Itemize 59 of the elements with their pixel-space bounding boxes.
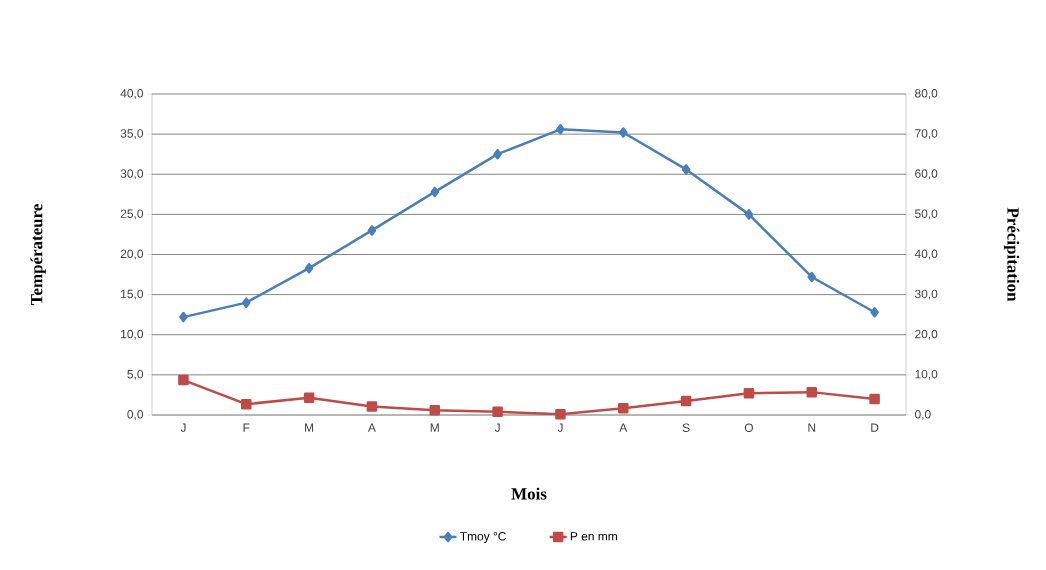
y-tick-label: 15,0 bbox=[121, 289, 144, 300]
point bbox=[429, 404, 440, 416]
y-tick-label: 30,0 bbox=[120, 169, 144, 180]
legend-label: Tmoy °C bbox=[460, 532, 506, 543]
y-tick-label: 40,0 bbox=[120, 89, 144, 99]
y-tick-label: 10,0 bbox=[121, 329, 144, 340]
y2-tick-label: 50,0 bbox=[915, 209, 938, 220]
point bbox=[304, 262, 314, 274]
point bbox=[303, 392, 315, 403]
y-axis-title: Températeure bbox=[30, 204, 46, 306]
point bbox=[493, 148, 502, 160]
point bbox=[430, 186, 439, 198]
point bbox=[179, 311, 188, 323]
x-tick-label: J bbox=[494, 423, 500, 432]
point bbox=[492, 406, 503, 418]
legend-label: P en mm bbox=[570, 532, 617, 541]
point bbox=[242, 297, 251, 308]
y2-tick-label: 70,0 bbox=[915, 129, 938, 140]
y2-axis-title: Précipitation bbox=[1003, 207, 1020, 302]
x-tick-label: D bbox=[871, 423, 879, 432]
y-tick-label: 25,0 bbox=[120, 209, 144, 220]
y-tick-label: 35,0 bbox=[120, 129, 144, 140]
y2-tick-label: 10,0 bbox=[915, 369, 938, 380]
y2-tick-label: 60,0 bbox=[915, 169, 938, 180]
x-axis-title: Mois bbox=[511, 487, 547, 500]
point bbox=[555, 408, 566, 420]
x-tick-label: N bbox=[808, 423, 816, 432]
y2-tick-label: 20,0 bbox=[915, 329, 938, 340]
x-tick-label: O bbox=[744, 423, 753, 432]
point bbox=[619, 127, 628, 138]
y-tick-label: 20,0 bbox=[120, 249, 144, 260]
x-tick-label: F bbox=[243, 423, 250, 432]
x-tick-label: A bbox=[367, 423, 376, 432]
x-tick-label: M bbox=[305, 423, 314, 432]
x-tick-label: A bbox=[619, 423, 628, 432]
y2-tick-label: 30,0 bbox=[914, 289, 938, 300]
point bbox=[178, 374, 189, 386]
point bbox=[366, 401, 378, 412]
y2-tick-label: 80,0 bbox=[915, 89, 938, 99]
x-tick-label: J bbox=[180, 423, 186, 432]
y2-tick-label: 40,0 bbox=[914, 249, 938, 260]
point bbox=[807, 271, 817, 283]
point bbox=[869, 393, 880, 405]
point bbox=[556, 124, 565, 135]
point bbox=[870, 307, 879, 318]
point bbox=[367, 225, 377, 236]
point bbox=[806, 386, 818, 398]
point bbox=[744, 209, 754, 220]
y-tick-label: 5,0 bbox=[127, 369, 144, 380]
point bbox=[618, 402, 629, 414]
point bbox=[681, 164, 691, 175]
y2-tick-label: 0,0 bbox=[915, 410, 931, 420]
point bbox=[743, 388, 755, 399]
x-tick-label: J bbox=[557, 423, 563, 432]
point bbox=[241, 398, 252, 410]
y-tick-label: 0,0 bbox=[127, 410, 144, 420]
x-tick-label: S bbox=[682, 423, 690, 432]
x-tick-label: M bbox=[430, 423, 439, 432]
point bbox=[680, 395, 692, 407]
